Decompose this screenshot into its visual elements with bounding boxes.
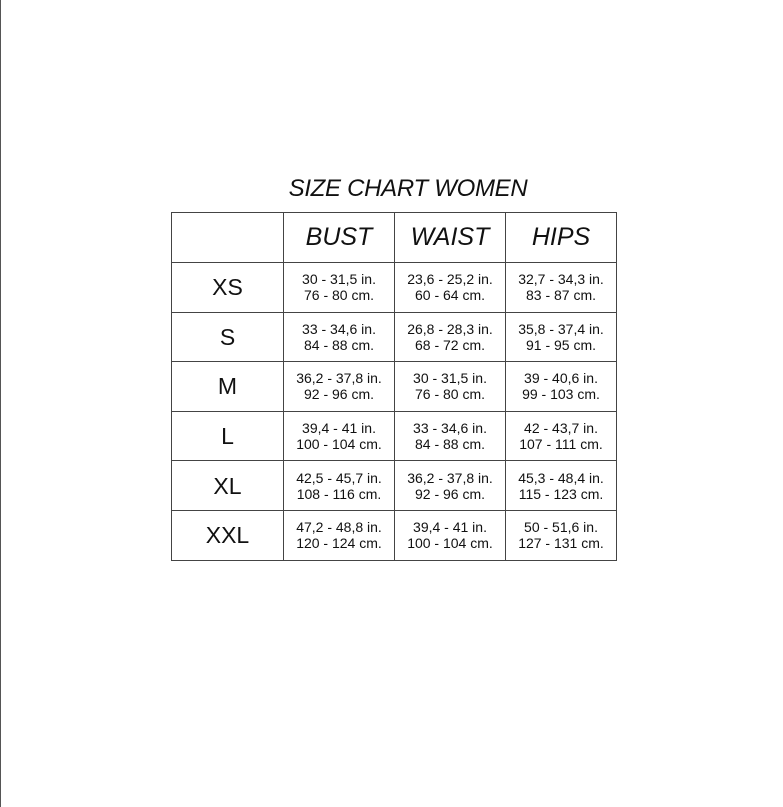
table-row: XS 30 - 31,5 in. 76 - 80 cm. 23,6 - 25,2 in… — [171, 262, 617, 313]
bust-cell: 33 - 34,6 in. 84 - 88 cm. — [283, 311, 395, 363]
waist-inches: 39,4 - 41 in. — [413, 519, 487, 536]
size-label: L — [171, 410, 284, 462]
bust-cell: 39,4 - 41 in. 100 - 104 cm. — [283, 410, 395, 462]
waist-cell: 26,8 - 28,3 in. 68 - 72 cm. — [394, 311, 506, 363]
waist-cm: 100 - 104 cm. — [407, 535, 493, 552]
table-row: S 33 - 34,6 in. 84 - 88 cm. 26,8 - 28,3 in.… — [171, 311, 617, 363]
waist-cm: 76 - 80 cm. — [414, 386, 486, 403]
waist-inches: 26,8 - 28,3 in. — [407, 320, 493, 337]
bust-inches: 47,2 - 48,8 in. — [296, 519, 382, 536]
hips-cm: 91 - 95 cm. — [525, 336, 597, 353]
hips-inches: 32,7 - 34,3 in. — [518, 271, 604, 288]
header-bust: BUST — [283, 212, 395, 263]
waist-cm: 92 - 96 cm. — [414, 485, 486, 502]
hips-inches: 39 - 40,6 in. — [524, 370, 598, 387]
size-label: XL — [171, 460, 284, 511]
hips-cm: 99 - 103 cm. — [522, 386, 600, 403]
hips-inches: 45,3 - 48,4 in. — [518, 469, 604, 486]
hips-cm: 83 - 87 cm. — [525, 287, 597, 304]
waist-inches: 36,2 - 37,8 in. — [407, 469, 493, 486]
page-title: SIZE CHART WOMEN — [288, 175, 528, 202]
bust-inches: 42,5 - 45,7 in. — [296, 469, 382, 486]
bust-cm: 84 - 88 cm. — [303, 336, 375, 353]
waist-cell: 23,6 - 25,2 in. 60 - 64 cm. — [394, 262, 506, 313]
waist-cell: 36,2 - 37,8 in. 92 - 96 cm. — [394, 460, 506, 511]
table-row: XXL 47,2 - 48,8 in. 120 - 124 cm. 39,4 - 41… — [171, 509, 617, 561]
bust-inches: 39,4 - 41 in. — [302, 420, 376, 437]
hips-cell: 39 - 40,6 in. 99 - 103 cm. — [505, 361, 617, 412]
header-empty — [171, 212, 284, 263]
bust-cm: 92 - 96 cm. — [303, 386, 375, 403]
bust-inches: 33 - 34,6 in. — [302, 320, 376, 337]
waist-cell: 30 - 31,5 in. 76 - 80 cm. — [394, 361, 506, 412]
waist-cell: 39,4 - 41 in. 100 - 104 cm. — [394, 509, 506, 561]
bust-cm: 100 - 104 cm. — [296, 436, 382, 453]
hips-cm: 115 - 123 cm. — [518, 485, 604, 502]
bust-inches: 36,2 - 37,8 in. — [296, 370, 382, 387]
size-label: XS — [171, 262, 284, 313]
header-waist: WAIST — [394, 212, 506, 263]
bust-cell: 47,2 - 48,8 in. 120 - 124 cm. — [283, 509, 395, 561]
hips-inches: 50 - 51,6 in. — [524, 519, 598, 536]
waist-inches: 23,6 - 25,2 in. — [407, 271, 493, 288]
hips-cell: 50 - 51,6 in. 127 - 131 cm. — [505, 509, 617, 561]
size-label: M — [171, 361, 284, 412]
hips-cell: 35,8 - 37,4 in. 91 - 95 cm. — [505, 311, 617, 363]
bust-cm: 108 - 116 cm. — [296, 485, 382, 502]
table-row: L 39,4 - 41 in. 100 - 104 cm. 33 - 34,6 in.… — [171, 410, 617, 462]
table-row: M 36,2 - 37,8 in. 92 - 96 cm. 30 - 31,5 in.… — [171, 361, 617, 412]
hips-cell: 45,3 - 48,4 in. 115 - 123 cm. — [505, 460, 617, 511]
bust-inches: 30 - 31,5 in. — [302, 271, 376, 288]
bust-cell: 36,2 - 37,8 in. 92 - 96 cm. — [283, 361, 395, 412]
left-border-line — [0, 0, 1, 807]
bust-cm: 76 - 80 cm. — [303, 287, 375, 304]
hips-cm: 127 - 131 cm. — [518, 535, 604, 552]
size-label: XXL — [171, 509, 284, 561]
waist-cell: 33 - 34,6 in. 84 - 88 cm. — [394, 410, 506, 462]
header-row: BUST WAIST HIPS — [171, 212, 617, 263]
waist-cm: 68 - 72 cm. — [414, 336, 486, 353]
bust-cell: 30 - 31,5 in. 76 - 80 cm. — [283, 262, 395, 313]
bust-cell: 42,5 - 45,7 in. 108 - 116 cm. — [283, 460, 395, 511]
hips-inches: 35,8 - 37,4 in. — [518, 320, 604, 337]
hips-cell: 32,7 - 34,3 in. 83 - 87 cm. — [505, 262, 617, 313]
waist-inches: 33 - 34,6 in. — [413, 420, 487, 437]
size-label: S — [171, 311, 284, 363]
size-chart-table: BUST WAIST HIPS XS 30 - 31,5 in. 76 - 80 c… — [171, 212, 617, 561]
waist-inches: 30 - 31,5 in. — [413, 370, 487, 387]
hips-cm: 107 - 111 cm. — [519, 436, 603, 453]
bust-cm: 120 - 124 cm. — [296, 535, 382, 552]
header-hips: HIPS — [505, 212, 617, 263]
waist-cm: 84 - 88 cm. — [414, 436, 486, 453]
table-row: XL 42,5 - 45,7 in. 108 - 116 cm. 36,2 - 37,… — [171, 460, 617, 511]
hips-cell: 42 - 43,7 in. 107 - 111 cm. — [505, 410, 617, 462]
hips-inches: 42 - 43,7 in. — [524, 420, 598, 437]
waist-cm: 60 - 64 cm. — [414, 287, 486, 304]
